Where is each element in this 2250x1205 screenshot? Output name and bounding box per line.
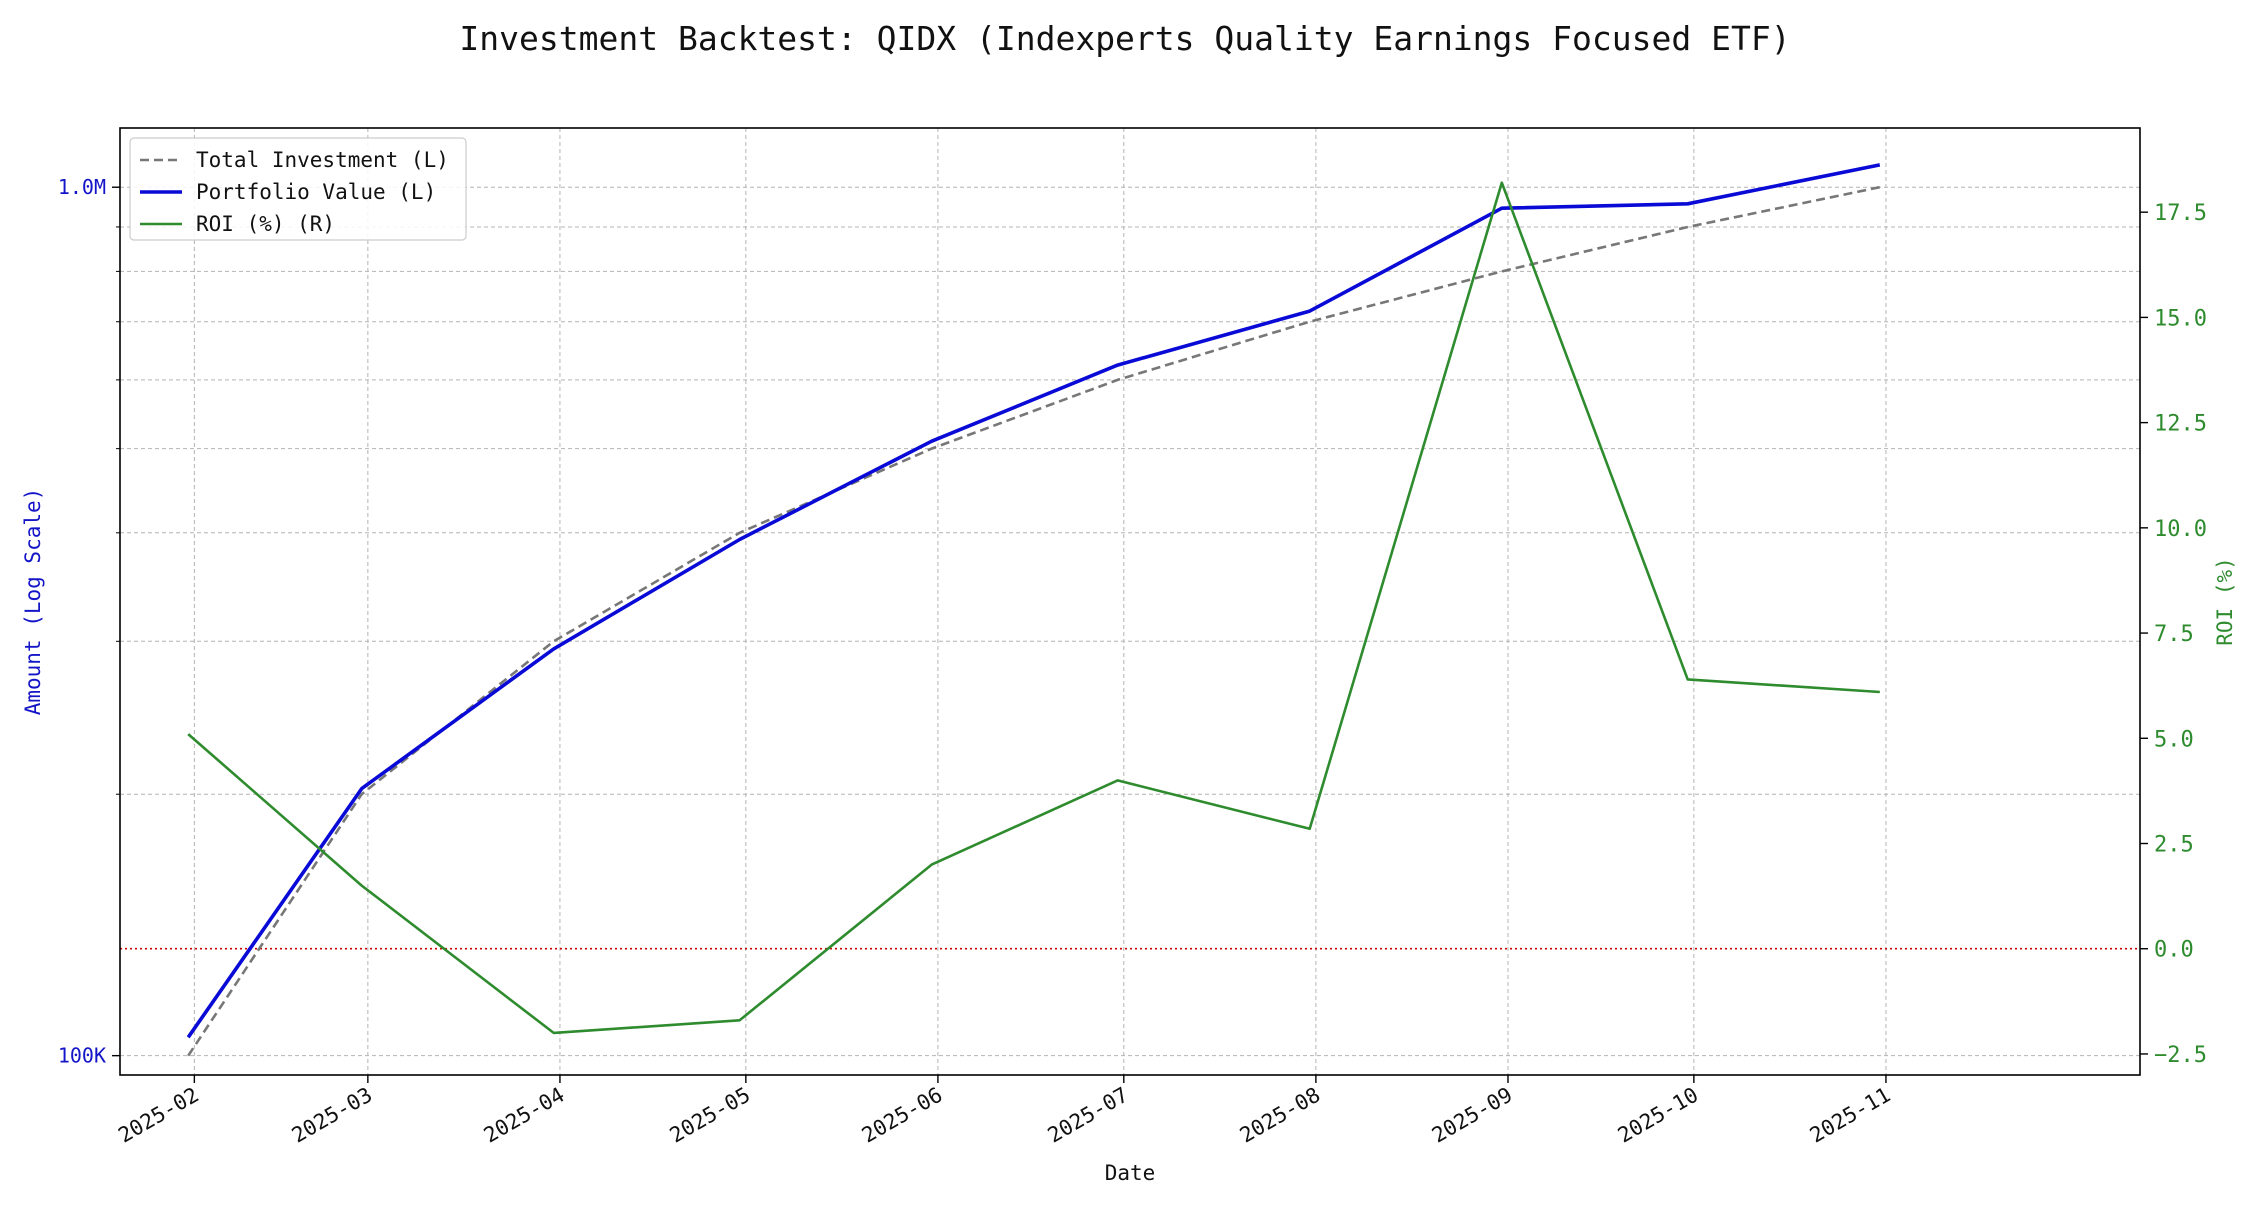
legend-box (129, 137, 467, 241)
series-lines (186, 163, 1881, 1057)
right-tick-label: 2.5 (2154, 833, 2194, 858)
left-y-axis: 100K 1.0M (58, 175, 120, 1068)
x-tick-label: 2025-02 (114, 1083, 203, 1148)
legend-label: Portfolio Value (L) (196, 180, 436, 204)
x-tick-label: 2025-04 (480, 1083, 569, 1148)
plot-frame (119, 127, 2141, 1076)
right-tick-label: 10.0 (2154, 517, 2207, 542)
right-tick-label: 17.5 (2154, 201, 2207, 226)
right-tick-label: −2.5 (2154, 1043, 2207, 1068)
x-tick-label: 2025-05 (666, 1083, 755, 1148)
right-tick-label: 15.0 (2154, 306, 2207, 331)
legend-label: Total Investment (L) (196, 148, 449, 172)
x-tick-label: 2025-08 (1236, 1083, 1325, 1148)
x-tick-label: 2025-07 (1044, 1083, 1133, 1148)
right-y-axis: −2.5 0.0 2.5 5.0 7.5 10.0 12.5 15.0 17.5 (2140, 201, 2207, 1068)
portfolio-value-line (186, 163, 1881, 1039)
total-investment-line (187, 185, 1881, 1057)
left-y-axis-label: Amount (Log Scale) (21, 488, 45, 716)
right-tick-label: 7.5 (2154, 622, 2194, 647)
right-y-axis-label: ROI (%) (2213, 557, 2237, 646)
right-tick-label: 5.0 (2154, 727, 2194, 752)
legend-label: ROI (%) (R) (196, 212, 335, 236)
x-axis: 2025-02 2025-03 2025-04 2025-05 2025-06 2025-… (114, 1075, 1894, 1148)
roi-line (187, 181, 1880, 1035)
legend: Total Investment (L) Portfolio Value (L) R… (129, 137, 467, 241)
chart-title: Investment Backtest: QIDX (Indexperts Qu… (459, 19, 1790, 58)
left-tick-label: 100K (58, 1044, 106, 1068)
right-tick-label: 0.0 (2154, 938, 2194, 963)
right-tick-label: 12.5 (2154, 412, 2207, 437)
x-tick-label: 2025-10 (1614, 1083, 1703, 1148)
x-axis-label: Date (1105, 1161, 1156, 1185)
x-tick-label: 2025-09 (1428, 1083, 1517, 1148)
x-tick-label: 2025-11 (1806, 1083, 1895, 1148)
x-tick-label: 2025-06 (858, 1083, 947, 1148)
x-tick-label: 2025-03 (288, 1083, 377, 1148)
left-tick-label: 1.0M (58, 175, 106, 199)
